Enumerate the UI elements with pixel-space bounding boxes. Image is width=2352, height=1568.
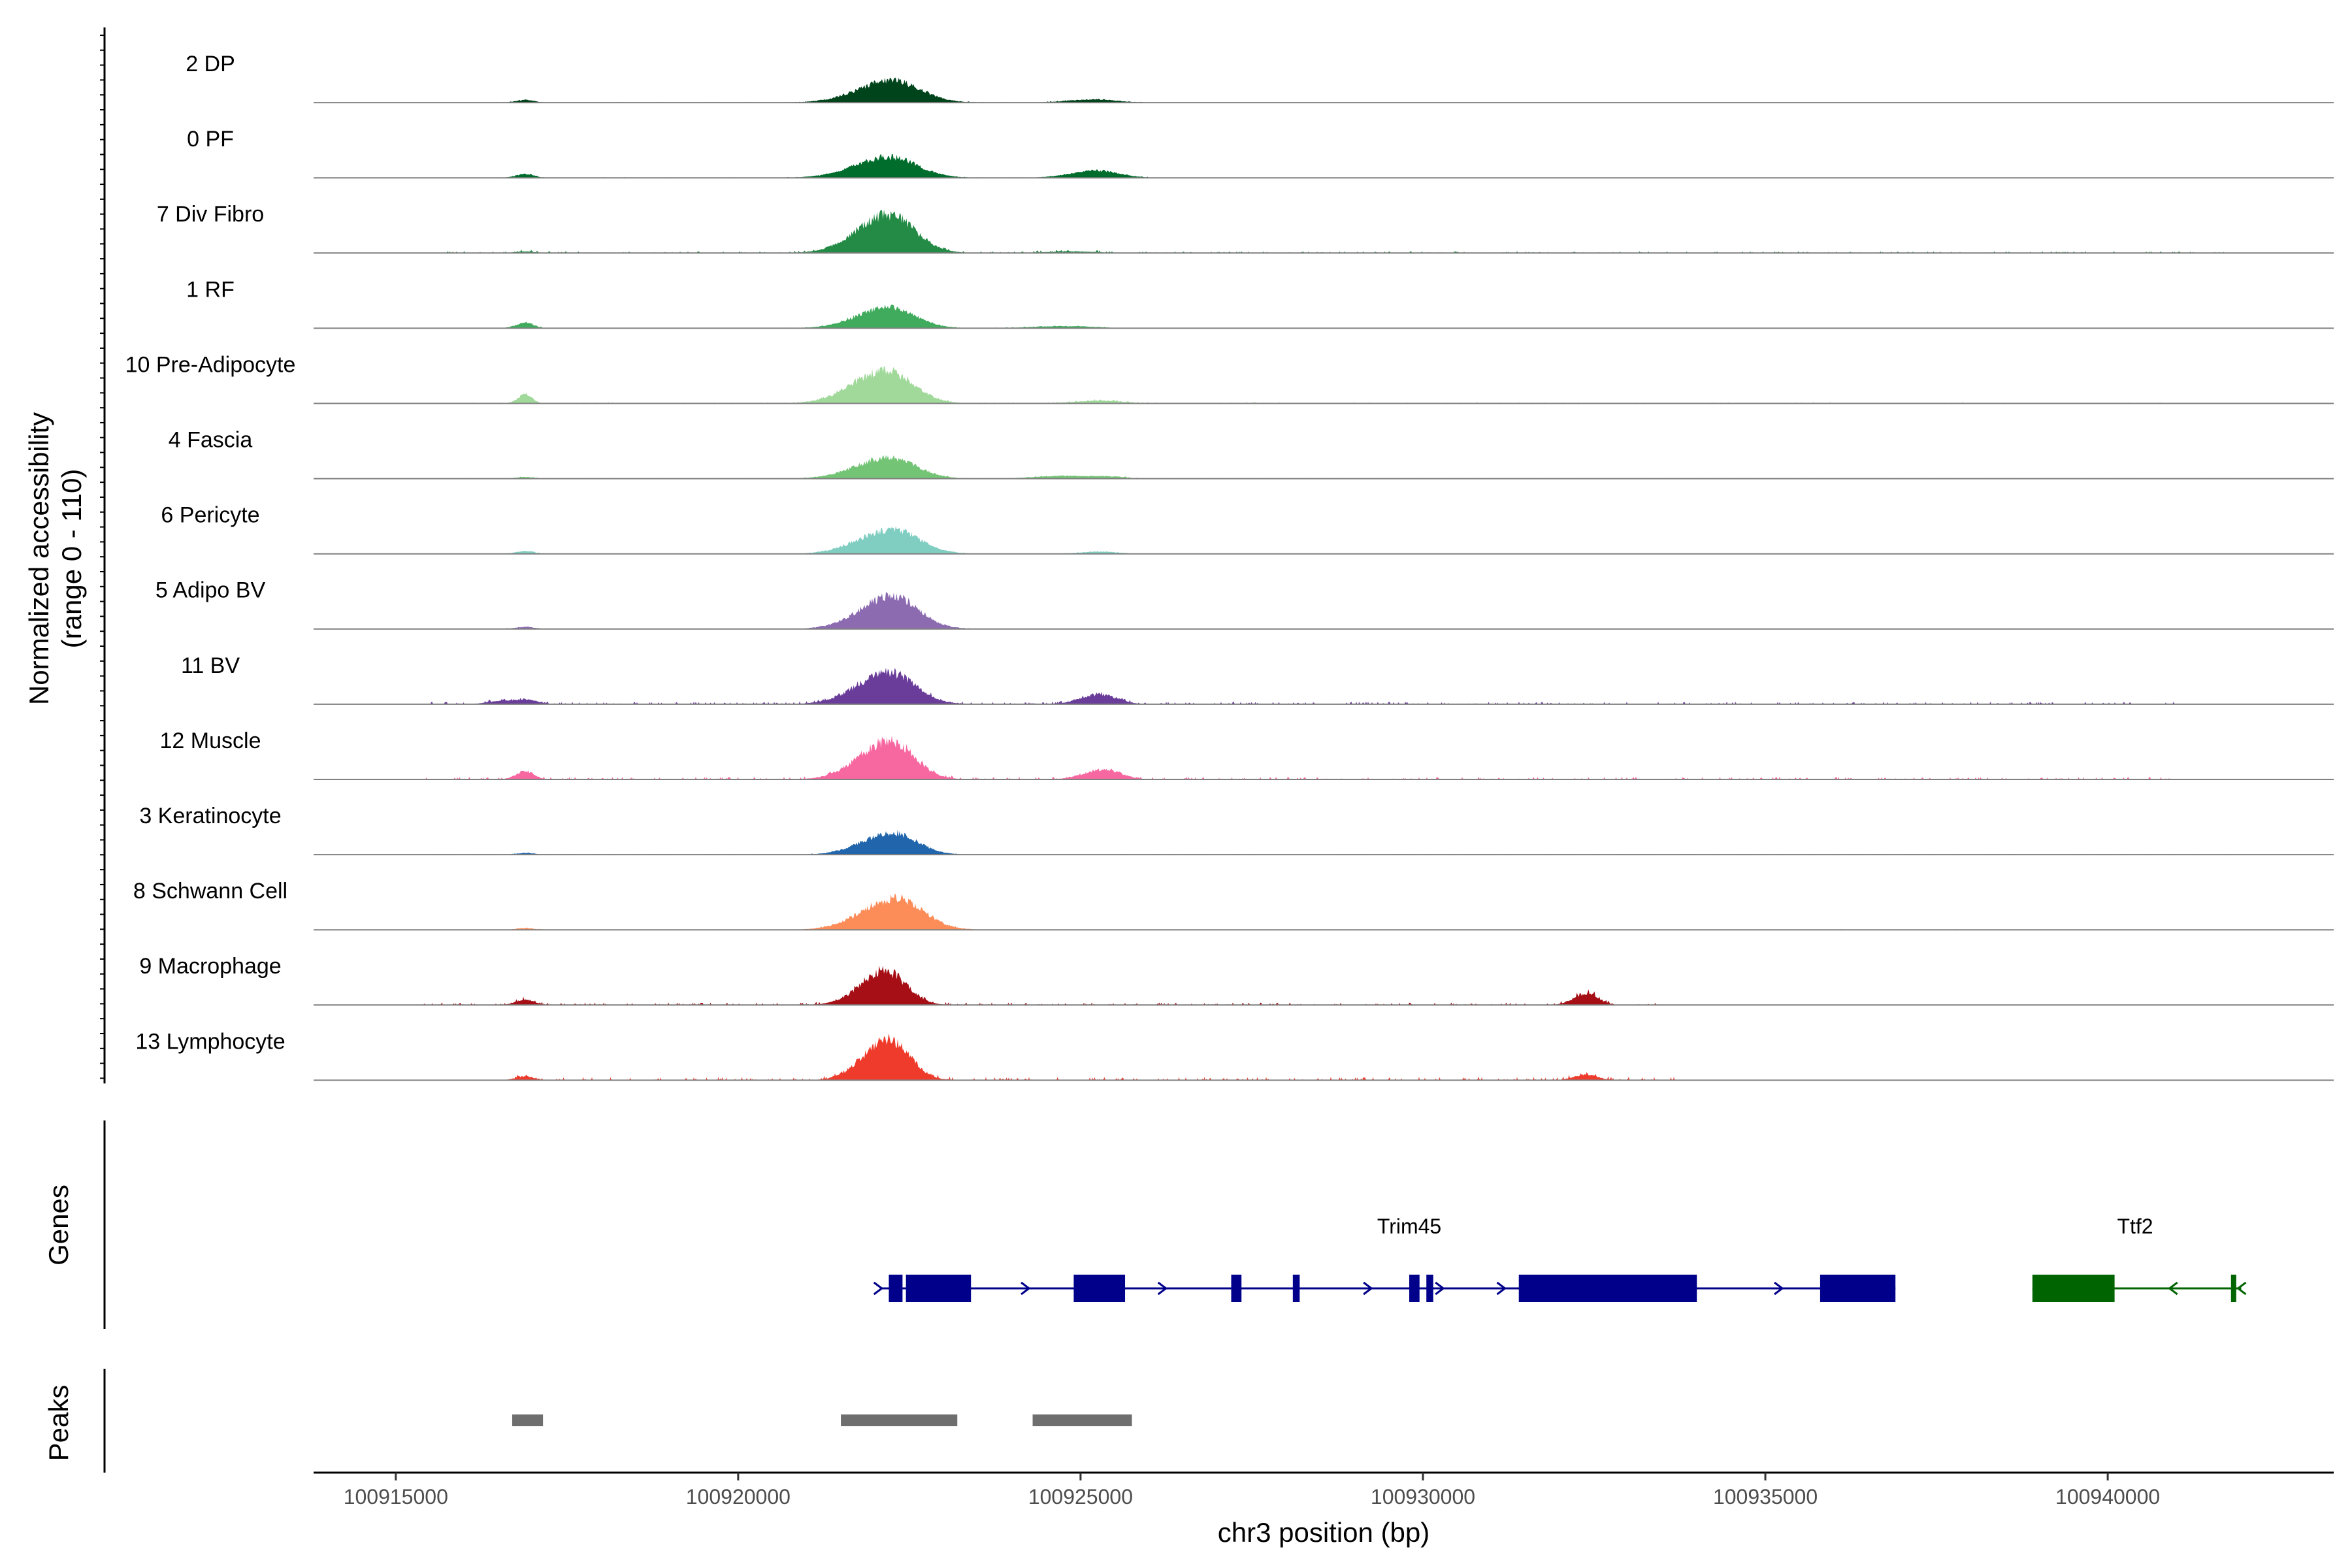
peak-region <box>841 1414 958 1426</box>
gene-trim45: Trim45 <box>873 1215 1896 1302</box>
track-11-bv: 11 BV <box>181 653 2334 705</box>
coverage-area <box>314 366 2334 404</box>
coverage-area <box>314 154 2334 178</box>
gene-exon <box>1231 1275 1242 1302</box>
track-label: 10 Pre-Adipocyte <box>125 352 296 377</box>
coverage-area <box>314 830 2334 855</box>
track-label: 2 DP <box>186 52 235 76</box>
strand-arrow-icon <box>1435 1281 1445 1296</box>
gene-exon <box>1518 1275 1697 1302</box>
coverage-area <box>314 1033 2334 1081</box>
gene-exon <box>1409 1275 1420 1302</box>
peaks-panel-title: Peaks <box>43 1385 74 1462</box>
gene-annotation-panel: Trim45 Ttf2 <box>103 1120 2247 1329</box>
gene-label: Ttf2 <box>2117 1215 2153 1238</box>
x-tick-label: 100925000 <box>1028 1485 1133 1509</box>
gene-exon <box>1426 1275 1433 1302</box>
track-6-pericyte: 6 Pericyte <box>161 503 2334 555</box>
track-label: 13 Lymphocyte <box>135 1029 285 1054</box>
gene-exon <box>906 1275 972 1302</box>
track-label: 6 Pericyte <box>161 503 259 528</box>
coverage-area <box>314 526 2334 554</box>
coverage-area <box>314 304 2334 329</box>
x-tick-label: 100940000 <box>2055 1485 2160 1509</box>
strand-arrow-icon <box>1496 1281 1507 1296</box>
track-1-rf: 1 RF <box>186 277 2334 329</box>
gene-exon <box>2230 1275 2236 1302</box>
track-label: 0 PF <box>187 127 234 152</box>
track-label: 5 Adipo BV <box>155 578 266 603</box>
coverage-tracks: 2 DP 0 PF 7 Div Fibro 1 RF 10 Pre-Adipocyte 4… <box>125 52 2334 1081</box>
peak-region <box>512 1414 544 1426</box>
x-tick-label: 100915000 <box>344 1485 448 1509</box>
y-axis-title-line-2: (range 0 - 110) <box>56 469 87 649</box>
coverage-area <box>314 455 2334 479</box>
track-label: 7 Div Fibro <box>157 202 264 227</box>
strand-arrow-icon <box>873 1281 884 1296</box>
x-axis-title: chr3 position (bp) <box>1218 1517 1430 1548</box>
coverage-area <box>314 209 2334 253</box>
strand-arrow-icon <box>1157 1281 1168 1296</box>
track-13-lymphocyte: 13 Lymphocyte <box>135 1029 2334 1081</box>
strand-arrow-icon <box>1774 1281 1784 1296</box>
track-label: 8 Schwann Cell <box>133 879 287 904</box>
track-label: 4 Fascia <box>169 428 253 453</box>
y-axis-title-line-1: Normalized accessibility <box>24 412 54 705</box>
coverage-area <box>314 77 2334 103</box>
gene-exon <box>1292 1275 1300 1302</box>
track-label: 9 Macrophage <box>139 954 281 979</box>
x-tick-label: 100935000 <box>1713 1485 1818 1509</box>
track-0-pf: 0 PF <box>187 127 2334 179</box>
track-5-adipo-bv: 5 Adipo BV <box>155 578 2334 630</box>
track-9-macrophage: 9 Macrophage <box>139 954 2334 1006</box>
axes: 100915000 100920000 100925000 100930000 1009… <box>100 27 2334 1509</box>
strand-arrow-icon <box>1363 1281 1373 1296</box>
gene-exon <box>1820 1275 1896 1302</box>
gene-exon <box>2032 1275 2115 1302</box>
track-3-keratinocyte: 3 Keratinocyte <box>139 804 2334 856</box>
coverage-area <box>314 966 2334 1005</box>
gene-ttf2: Ttf2 <box>2032 1215 2247 1302</box>
peak-region <box>1032 1414 1132 1426</box>
track-label: 3 Keratinocyte <box>139 804 281 828</box>
track-2-dp: 2 DP <box>186 52 2334 104</box>
coverage-area <box>314 667 2334 704</box>
track-8-schwann-cell: 8 Schwann Cell <box>133 879 2334 931</box>
coverage-area <box>314 592 2334 629</box>
strand-arrow-icon <box>2168 1281 2178 1296</box>
strand-arrow-icon <box>1021 1281 1031 1296</box>
coverage-area <box>314 894 2334 930</box>
coverage-area <box>314 735 2334 779</box>
track-10-pre-adipocyte: 10 Pre-Adipocyte <box>125 352 2334 404</box>
x-tick-label: 100920000 <box>686 1485 791 1509</box>
track-label: 11 BV <box>181 653 240 678</box>
strand-arrow-icon <box>2236 1281 2247 1296</box>
gene-exon <box>889 1275 903 1302</box>
track-12-muscle: 12 Muscle <box>160 728 2334 780</box>
track-label: 1 RF <box>186 277 235 302</box>
x-tick-label: 100930000 <box>1371 1485 1475 1509</box>
track-7-div-fibro: 7 Div Fibro <box>157 202 2334 254</box>
peaks-panel <box>103 1369 1132 1473</box>
track-4-fascia: 4 Fascia <box>169 428 2334 480</box>
genes-panel-title: Genes <box>43 1184 74 1266</box>
gene-exon <box>1073 1275 1126 1302</box>
gene-label: Trim45 <box>1377 1215 1441 1238</box>
track-label: 12 Muscle <box>160 728 261 753</box>
